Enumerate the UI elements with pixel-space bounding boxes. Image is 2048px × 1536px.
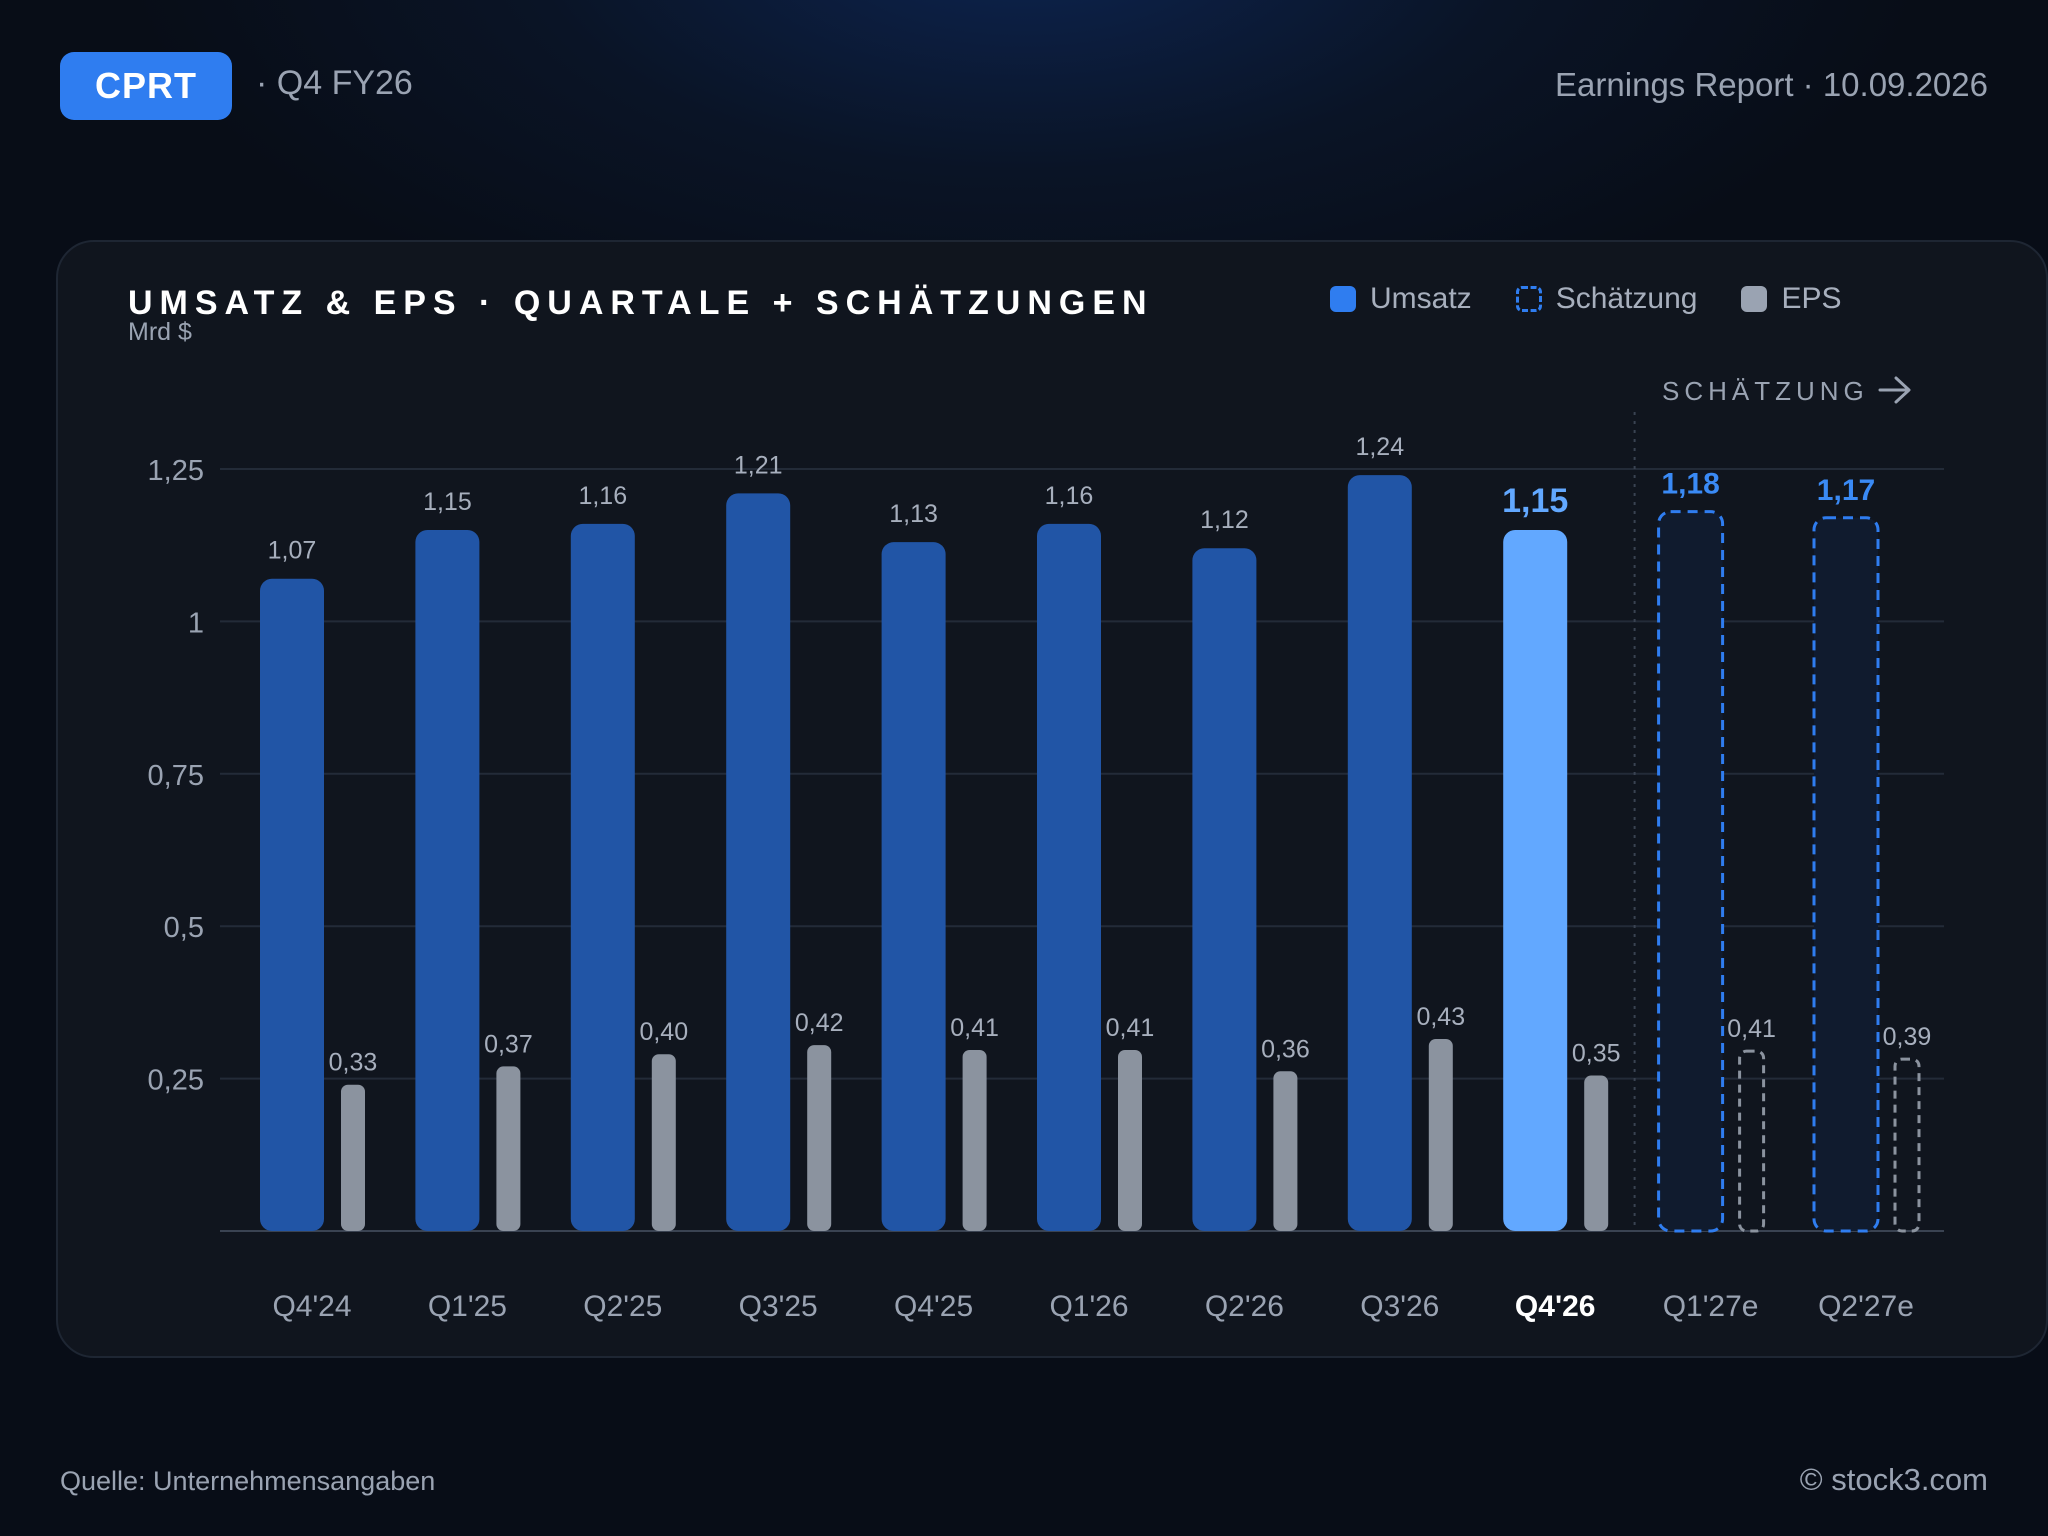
eps-data-label: 0,36 xyxy=(1261,1035,1310,1063)
revenue-bar xyxy=(1347,475,1412,1231)
report-date: Earnings Report · 10.09.2026 xyxy=(1555,66,1988,103)
eps-bar xyxy=(1428,1038,1453,1231)
legend-item-estimate: Schätzung xyxy=(1515,282,1698,316)
x-tick-label: Q3'25 xyxy=(739,1290,818,1323)
revenue-bar xyxy=(260,578,324,1231)
chart-unit: Mrd $ xyxy=(128,318,192,346)
x-tick-label: Q4'24 xyxy=(272,1290,351,1323)
arrow-right-icon xyxy=(1878,376,1911,404)
revenue-bar xyxy=(726,493,791,1231)
revenue-data-label: 1,24 xyxy=(1355,433,1404,461)
eps-data-label: 0,43 xyxy=(1416,1003,1465,1031)
eps-bar xyxy=(807,1045,832,1231)
legend-label-estimate: Schätzung xyxy=(1555,282,1698,315)
source-note: Quelle: Unternehmensangaben xyxy=(60,1466,436,1496)
revenue-bar xyxy=(881,542,946,1231)
revenue-data-label: 1,21 xyxy=(734,451,783,479)
revenue-data-label: 1,13 xyxy=(889,500,938,528)
eps-data-label: 0,39 xyxy=(1883,1023,1932,1051)
x-tick-label: Q2'26 xyxy=(1205,1290,1284,1323)
revenue-bar xyxy=(570,523,635,1231)
legend-swatch-eps xyxy=(1741,286,1768,312)
eps-data-label: 0,33 xyxy=(329,1049,378,1077)
x-tick-label: Q2'25 xyxy=(583,1290,662,1323)
revenue-bar xyxy=(1503,529,1568,1231)
legend-swatch-estimate xyxy=(1515,286,1542,312)
estimate-marker-label: SCHÄTZUNG xyxy=(1662,376,1869,406)
eps-bar xyxy=(962,1049,987,1231)
y-tick-label: 0,5 xyxy=(164,912,204,944)
revenue-data-label: 1,07 xyxy=(268,537,317,565)
legend-item-eps: EPS xyxy=(1741,282,1842,316)
x-tick-label: Q2'27e xyxy=(1818,1290,1914,1323)
chart-title: UMSATZ & EPS · QUARTALE + SCHÄTZUNGEN xyxy=(128,284,1154,322)
eps-data-label: 0,40 xyxy=(639,1018,688,1046)
revenue-data-label: 1,17 xyxy=(1817,474,1875,507)
eps-bar-estimate xyxy=(1893,1057,1921,1233)
revenue-data-label: 1,16 xyxy=(1045,482,1094,510)
y-tick-label: 1,25 xyxy=(148,455,204,487)
y-tick-label: 0,75 xyxy=(148,760,204,792)
eps-data-label: 0,35 xyxy=(1572,1040,1621,1068)
revenue-data-label: 1,18 xyxy=(1661,468,1719,501)
eps-bar xyxy=(651,1054,676,1231)
eps-bar xyxy=(1118,1049,1142,1231)
revenue-data-label: 1,16 xyxy=(578,482,627,510)
y-tick-label: 1 xyxy=(188,607,204,639)
eps-data-label: 0,41 xyxy=(950,1014,999,1042)
legend-swatch-revenue xyxy=(1330,286,1356,312)
revenue-bar xyxy=(1192,548,1257,1231)
eps-bar-estimate xyxy=(1738,1049,1766,1233)
eps-bar xyxy=(1273,1071,1298,1231)
revenue-data-label: 1,12 xyxy=(1200,506,1249,534)
revenue-bar-estimate xyxy=(1657,510,1725,1233)
ticker-label: CPRT xyxy=(95,65,197,106)
revenue-bar xyxy=(415,529,480,1231)
x-tick-label: Q4'26 xyxy=(1515,1290,1596,1323)
eps-bar xyxy=(1584,1075,1609,1231)
eps-data-label: 0,41 xyxy=(1727,1015,1776,1043)
eps-data-label: 0,41 xyxy=(1106,1014,1155,1042)
fiscal-period: · Q4 FY26 xyxy=(256,64,413,102)
revenue-bar-estimate xyxy=(1812,516,1880,1233)
legend-label-eps: EPS xyxy=(1781,282,1842,315)
eps-data-label: 0,42 xyxy=(795,1009,844,1037)
x-tick-label: Q1'25 xyxy=(428,1290,507,1323)
revenue-data-label: 1,15 xyxy=(1502,482,1568,520)
ticker-badge: CPRT xyxy=(60,52,232,120)
revenue-bar xyxy=(1037,523,1101,1231)
x-tick-label: Q1'26 xyxy=(1049,1290,1128,1323)
revenue-data-label: 1,15 xyxy=(423,488,472,516)
eps-bar xyxy=(341,1084,365,1231)
x-tick-label: Q3'26 xyxy=(1360,1290,1439,1323)
copyright: © stock3.com xyxy=(1799,1462,1988,1497)
eps-bar xyxy=(496,1066,521,1231)
legend-label-revenue: Umsatz xyxy=(1370,282,1472,315)
x-tick-label: Q4'25 xyxy=(894,1290,973,1323)
y-tick-label: 0,25 xyxy=(148,1065,204,1097)
eps-data-label: 0,37 xyxy=(484,1030,533,1058)
x-tick-label: Q1'27e xyxy=(1663,1290,1759,1323)
legend-item-revenue: Umsatz xyxy=(1330,282,1472,316)
chart-legend: Umsatz Schätzung EPS xyxy=(1330,282,1842,316)
